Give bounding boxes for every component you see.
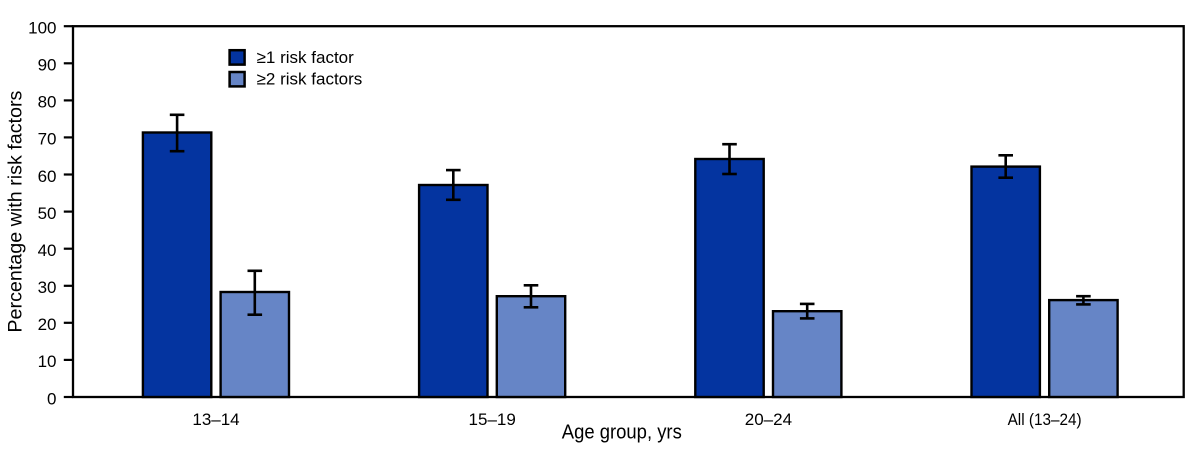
svg-text:0: 0 [47, 389, 56, 408]
svg-text:≥2 risk factors: ≥2 risk factors [257, 70, 363, 89]
svg-text:40: 40 [38, 241, 57, 260]
svg-text:20: 20 [38, 315, 57, 334]
svg-text:30: 30 [38, 278, 57, 297]
svg-text:60: 60 [38, 167, 57, 186]
svg-text:10: 10 [38, 352, 57, 371]
svg-text:Age group, yrs: Age group, yrs [562, 421, 682, 443]
svg-text:80: 80 [38, 93, 57, 112]
svg-text:≥1 risk factor: ≥1 risk factor [257, 48, 355, 67]
svg-text:13–14: 13–14 [192, 410, 239, 429]
svg-text:Percentage with risk factors: Percentage with risk factors [6, 91, 27, 333]
svg-text:15–19: 15–19 [469, 410, 516, 429]
svg-text:All (13–24): All (13–24) [1008, 410, 1082, 429]
svg-text:100: 100 [28, 19, 56, 38]
svg-text:90: 90 [38, 56, 57, 75]
svg-text:50: 50 [38, 204, 57, 223]
svg-text:70: 70 [38, 130, 57, 149]
svg-text:20–24: 20–24 [745, 410, 792, 429]
